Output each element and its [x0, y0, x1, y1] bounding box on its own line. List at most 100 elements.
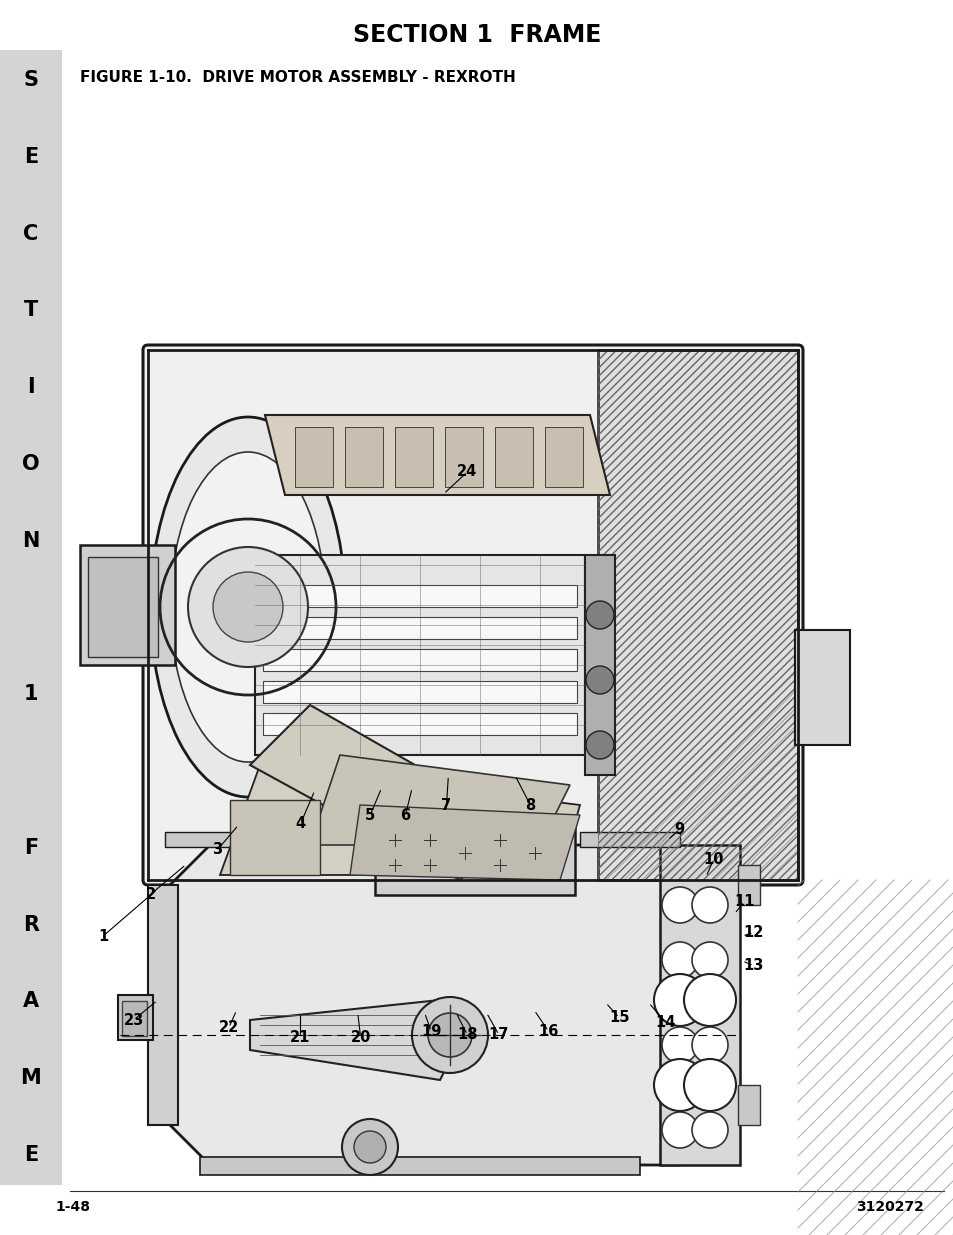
Polygon shape — [310, 755, 569, 845]
Bar — [375, 815, 575, 895]
Text: 23: 23 — [123, 1013, 144, 1028]
Bar — [80, 545, 174, 664]
Polygon shape — [250, 1000, 459, 1079]
Circle shape — [387, 832, 402, 848]
Circle shape — [661, 1028, 698, 1063]
Text: 10: 10 — [702, 852, 723, 867]
Bar — [294, 427, 333, 487]
Bar — [263, 585, 577, 606]
Bar — [263, 680, 577, 703]
Text: 24: 24 — [456, 464, 477, 479]
Circle shape — [683, 1058, 735, 1112]
Circle shape — [526, 845, 542, 861]
Circle shape — [213, 572, 283, 642]
Bar — [263, 650, 577, 671]
Bar — [395, 427, 433, 487]
Bar — [263, 618, 577, 638]
Text: N: N — [22, 531, 40, 551]
Circle shape — [585, 731, 614, 760]
Bar — [738, 864, 760, 905]
Text: 2: 2 — [146, 887, 155, 902]
Ellipse shape — [151, 417, 345, 797]
Circle shape — [691, 1112, 727, 1149]
Bar — [444, 427, 482, 487]
Circle shape — [354, 1131, 386, 1163]
Bar — [148, 825, 797, 1174]
Text: 15: 15 — [608, 1010, 629, 1025]
FancyBboxPatch shape — [143, 345, 802, 885]
Circle shape — [654, 974, 705, 1026]
Text: 21: 21 — [290, 1030, 311, 1045]
Text: 14: 14 — [655, 1015, 676, 1030]
Bar — [345, 427, 382, 487]
Circle shape — [691, 1028, 727, 1063]
Bar — [598, 350, 797, 881]
Circle shape — [654, 1058, 705, 1112]
Circle shape — [456, 845, 473, 861]
Bar — [584, 555, 615, 776]
Polygon shape — [250, 705, 519, 881]
Circle shape — [421, 832, 437, 848]
Circle shape — [387, 857, 402, 873]
Bar — [118, 995, 152, 1040]
Bar — [254, 555, 584, 755]
Text: 17: 17 — [488, 1028, 509, 1042]
Circle shape — [428, 1013, 472, 1057]
Circle shape — [661, 887, 698, 923]
Text: 13: 13 — [742, 958, 763, 973]
Text: 4: 4 — [295, 816, 305, 831]
Text: T: T — [24, 300, 38, 320]
Text: 20: 20 — [350, 1030, 371, 1045]
Bar — [659, 845, 740, 1165]
Ellipse shape — [171, 452, 325, 762]
Text: FIGURE 1-10.  DRIVE MOTOR ASSEMBLY - REXROTH: FIGURE 1-10. DRIVE MOTOR ASSEMBLY - REXR… — [80, 70, 516, 85]
Text: 1-48: 1-48 — [55, 1200, 90, 1214]
Bar — [598, 350, 797, 881]
Text: O: O — [22, 454, 40, 474]
Bar — [122, 1002, 147, 1036]
Text: S: S — [24, 70, 38, 90]
Polygon shape — [265, 415, 609, 495]
Circle shape — [683, 974, 735, 1026]
Bar — [88, 557, 158, 657]
Polygon shape — [350, 805, 579, 881]
Text: 19: 19 — [420, 1024, 441, 1039]
Circle shape — [341, 1119, 397, 1174]
Bar — [0, 49, 62, 1186]
Bar — [148, 885, 178, 1125]
Circle shape — [661, 1112, 698, 1149]
Text: E: E — [24, 147, 38, 167]
Text: 6: 6 — [400, 808, 410, 823]
Bar — [794, 630, 849, 745]
Circle shape — [691, 942, 727, 978]
Bar — [544, 427, 582, 487]
Circle shape — [492, 832, 507, 848]
Bar — [579, 832, 679, 847]
Text: 3120272: 3120272 — [855, 1200, 923, 1214]
Bar — [738, 1086, 760, 1125]
Bar — [263, 713, 577, 735]
Circle shape — [492, 857, 507, 873]
Text: I: I — [27, 377, 34, 398]
Circle shape — [691, 887, 727, 923]
Bar — [230, 800, 319, 876]
Text: 12: 12 — [742, 925, 763, 940]
Circle shape — [585, 601, 614, 629]
Bar — [165, 832, 395, 847]
Text: 7: 7 — [441, 798, 451, 813]
Text: 8: 8 — [525, 798, 535, 813]
Text: 3: 3 — [213, 842, 222, 857]
Text: M: M — [21, 1068, 41, 1088]
Bar — [200, 1157, 639, 1174]
Text: E: E — [24, 1145, 38, 1165]
Text: 1: 1 — [24, 684, 38, 704]
Circle shape — [188, 547, 308, 667]
Text: 11: 11 — [733, 894, 754, 909]
Bar — [495, 427, 533, 487]
Text: R: R — [23, 915, 39, 935]
Text: 18: 18 — [456, 1028, 477, 1042]
Polygon shape — [220, 764, 579, 876]
Text: C: C — [24, 224, 38, 243]
Text: 1: 1 — [98, 929, 108, 944]
Circle shape — [421, 857, 437, 873]
